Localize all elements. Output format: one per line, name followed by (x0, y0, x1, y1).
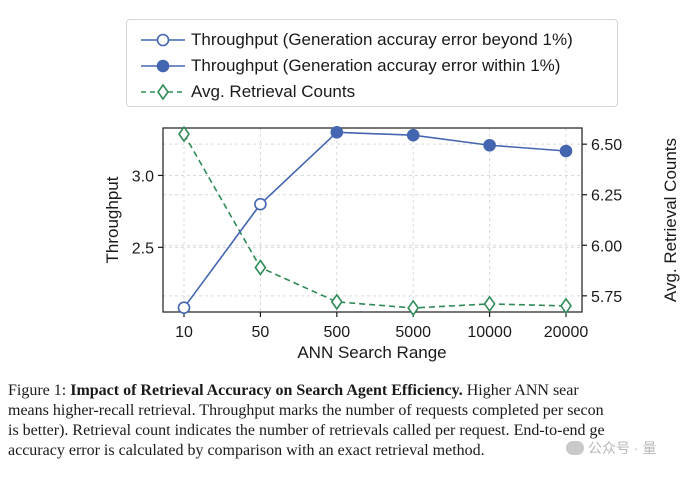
legend-label: Throughput (Generation accuray error bey… (191, 30, 573, 49)
retrieval-point (483, 295, 496, 313)
caption-label: Figure 1: (8, 382, 71, 399)
y-tick-label: 3.0 (132, 168, 154, 185)
y2-tick-label: 5.75 (591, 289, 622, 306)
legend-item-throughput-beyond: Throughput (Generation accuray error bey… (127, 28, 617, 52)
legend: Throughput (Generation accuray error bey… (126, 19, 618, 107)
filled-circle-icon (141, 59, 185, 73)
chart: 10 50 500 5000 10000 20000 2.5 3.0 5.75 6.00 6.25 6… (103, 125, 680, 362)
x-axis-title: ANN Search Range (297, 343, 446, 362)
retrieval-point (407, 299, 420, 317)
legend-item-throughput-within: Throughput (Generation accuray error wit… (127, 54, 617, 78)
throughput-beyond-point (177, 301, 191, 314)
caption-text: Higher ANN sear (462, 382, 579, 399)
y2-tick-label: 6.00 (591, 238, 622, 255)
x-tick-label: 10 (175, 324, 193, 341)
throughput-beyond-point (254, 197, 267, 211)
retrieval-point (254, 259, 267, 276)
throughput-within-point (559, 144, 573, 158)
throughput-line (183, 131, 567, 309)
plot-frame (162, 127, 583, 313)
x-tick-label: 20000 (544, 324, 589, 341)
throughput-within-point (483, 138, 496, 152)
caption-title: Impact of Retrieval Accuracy on Search A… (70, 382, 463, 399)
caption-line-1: Figure 1: Impact of Retrieval Accuracy o… (8, 381, 692, 401)
x-tick-label: 50 (252, 324, 270, 341)
x-tick-label: 5000 (395, 324, 431, 341)
retrieval-line (183, 133, 567, 309)
legend-label: Throughput (Generation accuray error wit… (191, 56, 561, 75)
legend-label: Avg. Retrieval Counts (191, 82, 356, 101)
y-axis-title: Throughput (103, 176, 122, 263)
y2-tick-label: 6.25 (591, 188, 622, 205)
x-tick-label: 500 (323, 324, 350, 341)
y-tick-label: 2.5 (132, 240, 154, 257)
caption-line-4: accuracy error is calculated by comparis… (8, 442, 485, 459)
watermark-text: 公众号 · 量 (588, 440, 657, 456)
caption-line-2: means higher-recall retrieval. Throughpu… (8, 402, 604, 419)
throughput-within-point (406, 128, 420, 142)
watermark: 公众号 · 量 (566, 438, 656, 458)
figure-caption: Figure 1: Impact of Retrieval Accuracy o… (8, 381, 692, 461)
retrieval-point (330, 293, 343, 311)
x-tick-label: 10000 (467, 324, 512, 341)
wechat-icon (566, 441, 584, 455)
y2-axis-title: Avg. Retrieval Counts (661, 138, 680, 302)
open-circle-icon (141, 33, 185, 47)
retrieval-point (560, 297, 572, 315)
throughput-within-point (330, 126, 344, 139)
open-diamond-icon (141, 83, 185, 101)
caption-line-3: is better). Retrieval count indicates th… (8, 422, 605, 439)
retrieval-point (178, 125, 190, 143)
legend-item-retrieval-counts: Avg. Retrieval Counts (127, 80, 617, 104)
y2-tick-label: 6.50 (591, 137, 622, 154)
